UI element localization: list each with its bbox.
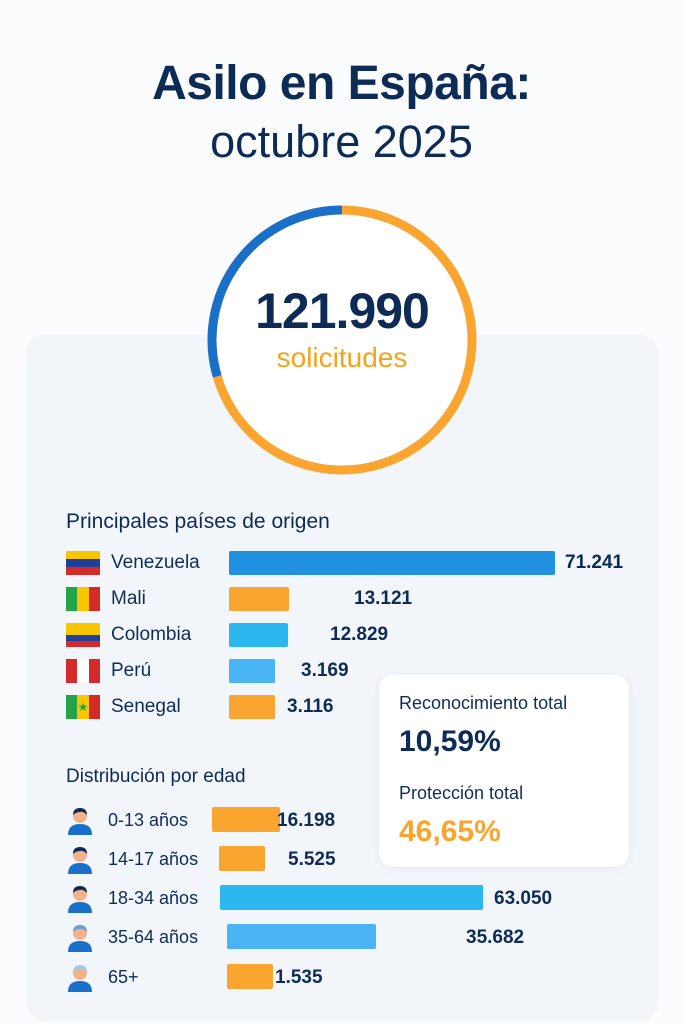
total-ring <box>207 205 477 475</box>
age-bar <box>219 846 265 871</box>
age-title: Distribución por edad <box>66 766 246 787</box>
middle-aged-avatar-icon <box>68 925 92 952</box>
age-value: 63.050 <box>494 888 553 909</box>
country-value: 3.169 <box>301 660 349 681</box>
country-bar <box>229 587 290 611</box>
age-label: 65+ <box>108 967 139 987</box>
age-bar <box>220 885 483 910</box>
adult-avatar-icon <box>68 886 92 913</box>
senior-avatar-icon <box>68 965 92 992</box>
country-value: 12.829 <box>330 624 389 645</box>
country-value: 3.116 <box>287 696 334 717</box>
page-subtitle: octubre 2025 <box>210 116 473 167</box>
recognition-value: 10,59% <box>399 725 501 758</box>
age-value: 1.535 <box>275 967 323 988</box>
country-label: Senegal <box>111 696 181 717</box>
protection-label: Protección total <box>399 783 524 803</box>
venezuela-flag-icon <box>66 551 100 575</box>
teen-avatar-icon <box>68 847 92 874</box>
age-label: 14-17 años <box>108 849 199 869</box>
stats-card: Reconocimiento total 10,59% Protección t… <box>379 675 629 867</box>
age-bar <box>212 807 280 832</box>
country-bar <box>229 551 555 575</box>
ring-blue-segment <box>207 205 343 378</box>
total-label: solicitudes <box>276 342 408 373</box>
peru-flag-icon <box>66 659 100 683</box>
age-label: 0-13 años <box>108 810 189 830</box>
country-bar <box>229 659 275 683</box>
age-bar <box>227 964 273 989</box>
age-value: 16.198 <box>277 810 336 831</box>
colombia-flag-icon <box>66 623 100 647</box>
age-label: 18-34 años <box>108 888 199 908</box>
senegal-flag-icon: ★ <box>66 695 100 719</box>
age-label: 35-64 años <box>108 927 199 947</box>
age-value: 35.682 <box>466 927 525 948</box>
country-label: Perú <box>111 660 152 681</box>
page-title: Asilo en España: <box>152 57 531 110</box>
countries-title: Principales países de origen <box>66 510 330 533</box>
country-label: Mali <box>111 588 146 609</box>
protection-value: 46,65% <box>399 815 501 848</box>
mali-flag-icon <box>66 587 100 611</box>
country-bar <box>229 695 275 719</box>
total-value: 121.990 <box>255 283 430 339</box>
age-value: 5.525 <box>288 849 336 870</box>
country-bar <box>229 623 288 647</box>
child-avatar-icon <box>68 808 92 835</box>
age-bar <box>227 924 376 949</box>
country-value: 71.241 <box>565 552 624 573</box>
country-value: 13.121 <box>354 588 413 609</box>
country-label: Colombia <box>111 624 192 645</box>
recognition-label: Reconocimiento total <box>399 693 568 713</box>
country-label: Venezuela <box>111 552 200 573</box>
